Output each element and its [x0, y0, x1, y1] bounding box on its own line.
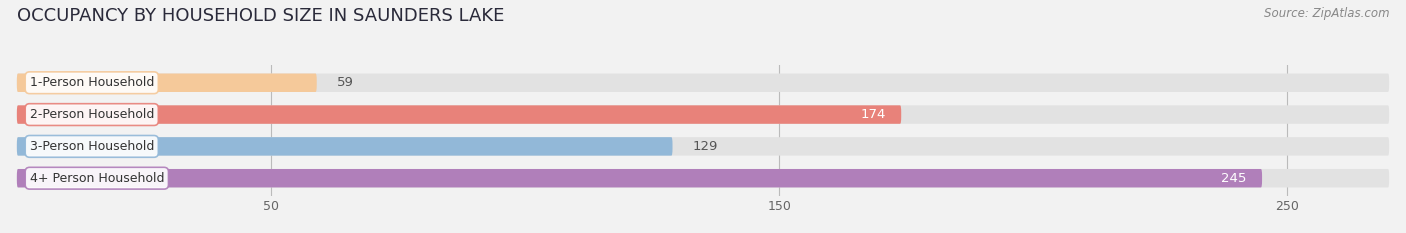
Text: 2-Person Household: 2-Person Household: [30, 108, 153, 121]
Text: OCCUPANCY BY HOUSEHOLD SIZE IN SAUNDERS LAKE: OCCUPANCY BY HOUSEHOLD SIZE IN SAUNDERS …: [17, 7, 505, 25]
Text: 129: 129: [693, 140, 718, 153]
FancyBboxPatch shape: [17, 169, 1263, 187]
Text: 3-Person Household: 3-Person Household: [30, 140, 153, 153]
FancyBboxPatch shape: [17, 137, 1389, 156]
FancyBboxPatch shape: [17, 169, 1389, 187]
Text: 1-Person Household: 1-Person Household: [30, 76, 153, 89]
Text: 4+ Person Household: 4+ Person Household: [30, 172, 165, 185]
FancyBboxPatch shape: [17, 105, 901, 124]
FancyBboxPatch shape: [17, 74, 316, 92]
Text: 245: 245: [1222, 172, 1247, 185]
Text: 59: 59: [337, 76, 354, 89]
FancyBboxPatch shape: [17, 137, 672, 156]
Text: Source: ZipAtlas.com: Source: ZipAtlas.com: [1264, 7, 1389, 20]
Text: 174: 174: [860, 108, 886, 121]
FancyBboxPatch shape: [17, 74, 1389, 92]
FancyBboxPatch shape: [17, 105, 1389, 124]
